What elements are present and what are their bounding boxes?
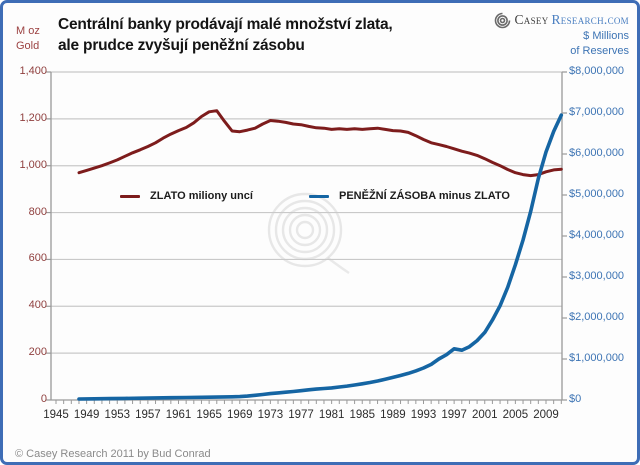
- x-axis-tick-label: 2005: [502, 409, 529, 421]
- right-axis-tick-label: $0: [569, 393, 582, 405]
- x-axis-tick-label: 1981: [318, 409, 345, 421]
- watermark-spiral-icon: [327, 257, 350, 274]
- gold-series-line: [77, 109, 563, 178]
- watermark-spiral-icon: [295, 220, 315, 240]
- right-axis-tick-label: $1,000,000: [569, 352, 625, 364]
- money-line-swatch-icon: [309, 194, 329, 198]
- x-axis-tick-label: 1989: [380, 409, 406, 421]
- x-axis-tick-label: 2001: [471, 409, 498, 421]
- right-axis-unit-line2: of Reserves: [570, 45, 629, 57]
- x-axis-tick-label: 1957: [135, 409, 161, 421]
- x-axis-tick-label: 1969: [226, 409, 253, 421]
- left-axis-tick-label: 600: [28, 252, 47, 265]
- left-axis-tick-label: 400: [28, 299, 47, 312]
- legend-label-money: PENĚŽNÍ ZÁSOBA minus ZLATO: [339, 190, 510, 202]
- x-axis-tick-label: 1977: [288, 409, 314, 421]
- watermark-spiral-icon: [281, 206, 329, 254]
- spiral-logo-icon: [495, 12, 511, 28]
- legend-label-gold: ZLATO miliony uncí: [150, 190, 253, 202]
- watermark-spiral-icon: [267, 192, 343, 268]
- left-axis-tick-label: 0: [40, 393, 47, 405]
- logo-text-casey: Casey: [514, 12, 549, 27]
- left-axis-tick-label: 200: [28, 346, 47, 359]
- right-axis-tick-label: $2,000,000: [569, 311, 625, 323]
- left-axis-tick-label: 1,200: [19, 111, 47, 124]
- left-axis-unit-line2: Gold: [16, 40, 40, 52]
- right-axis-tick-label: $7,000,000: [569, 106, 625, 118]
- right-axis-tick-label: $5,000,000: [569, 188, 625, 200]
- x-axis-tick-label: 1993: [410, 409, 437, 421]
- x-axis-tick-label: 1973: [257, 409, 284, 421]
- chart-title-line2: ale prudce zvyšují peněžní zásobu: [58, 37, 305, 54]
- logo-text-research: Research.com: [551, 12, 629, 27]
- right-axis-tick-label: $6,000,000: [569, 147, 625, 159]
- x-axis-tick-label: 1949: [73, 409, 100, 421]
- left-axis-unit-label: M oz Gold: [16, 24, 50, 54]
- money-series-line: [77, 113, 564, 401]
- right-axis-tick-label: $8,000,000: [569, 65, 625, 77]
- left-axis-unit-line1: M oz: [16, 25, 40, 37]
- copyright-text: © Casey Research 2011 by Bud Conrad: [15, 448, 211, 460]
- x-axis-tick-label: 1961: [165, 409, 192, 421]
- legend-item-gold: ZLATO miliony uncí: [120, 189, 253, 203]
- x-axis-tick-label: 1953: [104, 409, 131, 421]
- x-axis-tick-label: 1985: [349, 409, 376, 421]
- chart-plot-area: [46, 71, 567, 404]
- chart-title: Centrální banky prodávají malé množství …: [58, 14, 393, 56]
- right-axis-unit-line1: $ Millions: [583, 30, 629, 42]
- watermark-spiral-icon: [288, 213, 322, 247]
- x-axis-tick-label: 1945: [43, 409, 69, 421]
- gold-line-swatch-icon: [120, 194, 140, 198]
- right-axis-tick-label: $4,000,000: [569, 229, 625, 241]
- chart-legend: ZLATO miliony uncí PENĚŽNÍ ZÁSOBA minus …: [3, 189, 637, 205]
- x-axis-tick-label: 2009: [533, 409, 559, 421]
- right-axis-unit-label: $ Millions of Reserves: [519, 29, 629, 59]
- left-axis-tick-label: 800: [28, 205, 47, 218]
- left-axis-tick-label: 1,000: [19, 158, 47, 171]
- x-axis-tick-label: 1997: [441, 409, 467, 421]
- casey-research-logo: Casey Research.com: [494, 11, 629, 29]
- left-axis-tick-label: 1,400: [19, 65, 47, 77]
- x-axis-tick-label: 1965: [196, 409, 222, 421]
- legend-item-money: PENĚŽNÍ ZÁSOBA minus ZLATO: [309, 189, 510, 203]
- chart-title-line1: Centrální banky prodávají malé množství …: [58, 16, 393, 33]
- right-axis-tick-label: $3,000,000: [569, 270, 625, 282]
- watermark-spiral-icon: [274, 199, 336, 261]
